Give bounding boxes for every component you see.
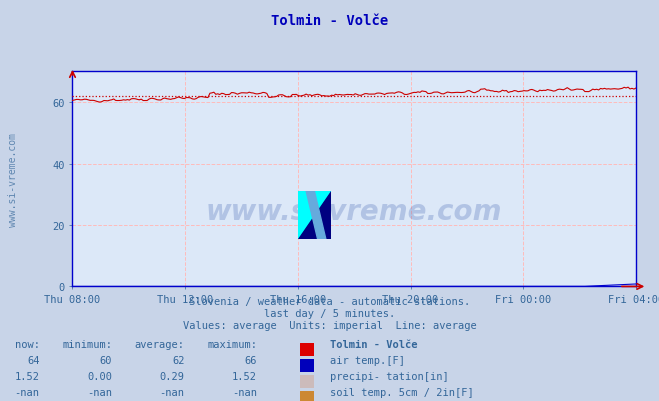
Text: air temp.[F]: air temp.[F] (330, 355, 405, 365)
Text: 66: 66 (244, 355, 257, 365)
Text: maximum:: maximum: (207, 339, 257, 349)
Text: 62: 62 (172, 355, 185, 365)
Polygon shape (298, 191, 331, 239)
Text: 0.29: 0.29 (159, 371, 185, 381)
Text: 60: 60 (100, 355, 112, 365)
Text: -nan: -nan (232, 387, 257, 397)
Text: 1.52: 1.52 (232, 371, 257, 381)
Text: 64: 64 (27, 355, 40, 365)
Text: last day / 5 minutes.: last day / 5 minutes. (264, 308, 395, 318)
Text: 1.52: 1.52 (14, 371, 40, 381)
Text: Slovenia / weather data - automatic stations.: Slovenia / weather data - automatic stat… (189, 296, 470, 306)
Text: -nan: -nan (87, 387, 112, 397)
Text: precipi- tation[in]: precipi- tation[in] (330, 371, 448, 381)
Text: average:: average: (134, 339, 185, 349)
Text: Tolmin - Volče: Tolmin - Volče (271, 14, 388, 28)
Text: minimum:: minimum: (62, 339, 112, 349)
Text: Values: average  Units: imperial  Line: average: Values: average Units: imperial Line: av… (183, 320, 476, 330)
Text: soil temp. 5cm / 2in[F]: soil temp. 5cm / 2in[F] (330, 387, 473, 397)
Text: 0.00: 0.00 (87, 371, 112, 381)
Text: -nan: -nan (14, 387, 40, 397)
Text: www.si-vreme.com: www.si-vreme.com (8, 133, 18, 226)
Polygon shape (298, 191, 331, 239)
Text: www.si-vreme.com: www.si-vreme.com (206, 198, 502, 226)
Text: -nan: -nan (159, 387, 185, 397)
Text: Tolmin - Volče: Tolmin - Volče (330, 339, 417, 349)
Text: now:: now: (14, 339, 40, 349)
Polygon shape (306, 191, 326, 239)
